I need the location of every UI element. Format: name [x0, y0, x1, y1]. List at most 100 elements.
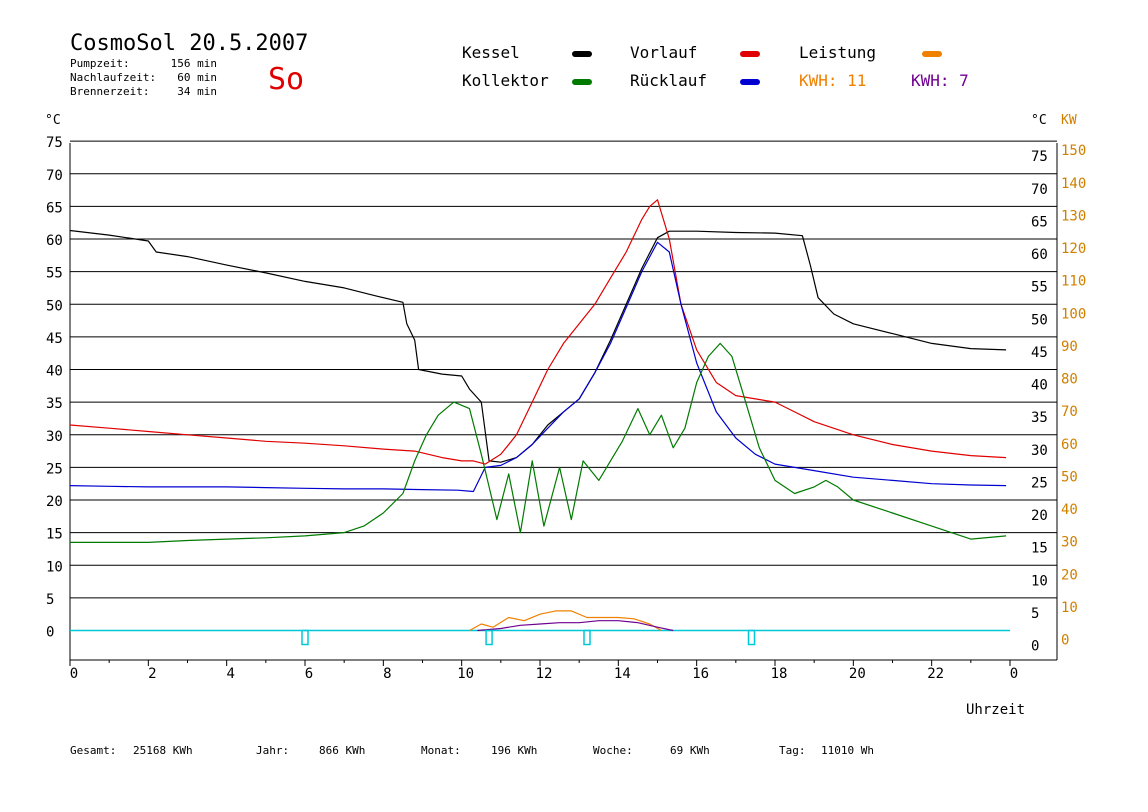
run-info-value: 34 min [177, 85, 217, 98]
y-tick-label-right: 45 [1031, 345, 1048, 361]
y-tick-label-right: 35 [1031, 410, 1048, 426]
y-tick-label: 40 [46, 364, 63, 380]
series-line-kessel [69, 229, 1007, 463]
x-tick-label: 0 [70, 666, 78, 682]
y-tick-label: 75 [46, 135, 63, 151]
run-info-value: 156 min [171, 57, 217, 70]
y-tick-label: 0 [46, 625, 54, 641]
y2-tick-label: 30 [1061, 535, 1078, 551]
y-tick-label-right: 60 [1031, 247, 1048, 263]
y-tick-label: 35 [46, 396, 63, 412]
legend-ruecklauf-label: Rücklauf [630, 71, 707, 90]
x-tick-label: 22 [927, 666, 944, 682]
series-line-kwh2 [477, 620, 674, 632]
y-tick-label: 15 [46, 527, 63, 543]
y-tick-label-right: 50 [1031, 312, 1048, 328]
y2-tick-label: 0 [1061, 633, 1069, 649]
series [69, 199, 1010, 632]
series-line-kollektor [70, 342, 1007, 543]
y-tick-label: 65 [46, 200, 63, 216]
y2-tick-label: 100 [1061, 306, 1086, 322]
y-tick-label-right: 70 [1031, 182, 1048, 198]
pump-marker [583, 629, 591, 646]
y-tick-label: 5 [46, 592, 54, 608]
y-tick-label-right: 65 [1031, 214, 1048, 230]
legend-kollektor-label: Kollektor [462, 71, 549, 90]
y-tick-label: 20 [46, 494, 63, 510]
legend-kwh-second: KWH: 7 [911, 71, 969, 90]
x-tick-label: 10 [457, 666, 474, 682]
y-tick-label-right: 75 [1031, 149, 1048, 165]
x-tick-label: 8 [383, 666, 391, 682]
y-tick-label-right: 20 [1031, 508, 1048, 524]
left-unit: °C [45, 113, 61, 128]
footer-value: 196 KWh [491, 744, 537, 757]
y2-tick-label: 90 [1061, 339, 1078, 355]
pump-marker [485, 629, 493, 646]
legend-leistung-label: Leistung [799, 43, 876, 62]
x-tick-label: 4 [226, 666, 234, 682]
x-tick-label: 16 [692, 666, 709, 682]
x-tick-label: 12 [536, 666, 553, 682]
grid [70, 140, 1057, 599]
y-tick-label: 10 [46, 559, 63, 575]
y-tick-label-right: 15 [1031, 541, 1048, 557]
legend: Kessel Vorlauf Leistung Kollektor Rückla… [462, 43, 969, 90]
footer-totals: Gesamt: 25168 KWh Jahr: 866 KWh Monat: 1… [70, 744, 874, 757]
y-tick-label-right: 40 [1031, 378, 1048, 394]
footer-label: Monat: [421, 744, 461, 757]
y-tick-label-right: 5 [1031, 606, 1039, 622]
axes [69, 143, 1058, 666]
y-tick-label: 30 [46, 429, 63, 445]
y-tick-label-right: 25 [1031, 475, 1048, 491]
y-tick-label: 60 [46, 233, 63, 249]
series-line-vorlauf [69, 199, 1007, 465]
x-tick-label: 6 [305, 666, 313, 682]
pump-marker [301, 629, 309, 646]
x-tick-label: 20 [849, 666, 866, 682]
y-tick-label: 45 [46, 331, 63, 347]
y2-tick-label: 120 [1061, 241, 1086, 257]
y2-tick-label: 20 [1061, 567, 1078, 583]
x-axis-label: Uhrzeit [966, 702, 1025, 718]
run-info-label: Pumpzeit: [70, 57, 130, 70]
y2-tick-label: 40 [1061, 502, 1078, 518]
x-tick-label: 14 [614, 666, 631, 682]
x-tick-label: 18 [771, 666, 788, 682]
run-info: Pumpzeit: 156 min Nachlaufzeit: 60 min B… [70, 57, 217, 98]
y2-tick-label: 50 [1061, 469, 1078, 485]
y2-tick-label: 10 [1061, 600, 1078, 616]
run-info-value: 60 min [177, 71, 217, 84]
footer-label: Jahr: [256, 744, 289, 757]
run-info-label: Brennerzeit: [70, 85, 149, 98]
footer-value: 25168 KWh [133, 744, 193, 757]
legend-kwh-leistung: KWH: 11 [799, 71, 866, 90]
y-tick-label: 50 [46, 298, 63, 314]
series-line-ruecklauf [69, 241, 1007, 493]
footer-value: 866 KWh [319, 744, 365, 757]
y-tick-label-right: 10 [1031, 573, 1048, 589]
footer-label: Tag: [779, 744, 806, 757]
y-tick-label: 25 [46, 461, 63, 477]
legend-kessel-label: Kessel [462, 43, 520, 62]
right-unit-c: °C [1031, 113, 1047, 128]
footer-value: 69 KWh [670, 744, 710, 757]
legend-vorlauf-label: Vorlauf [630, 43, 697, 62]
y2-tick-label: 60 [1061, 437, 1078, 453]
x-tick-label: 2 [148, 666, 156, 682]
y-tick-label: 55 [46, 266, 63, 282]
y2-tick-label: 110 [1061, 274, 1086, 290]
footer-label: Gesamt: [70, 744, 116, 757]
y-tick-label-right: 30 [1031, 443, 1048, 459]
right-unit-kw: KW [1061, 113, 1077, 128]
y2-tick-label: 70 [1061, 404, 1078, 420]
pump-marker [747, 629, 756, 646]
y-tick-label: 70 [46, 168, 63, 184]
pump-markers [301, 629, 756, 646]
y2-tick-label: 150 [1061, 143, 1086, 159]
footer-label: Woche: [593, 744, 633, 757]
y2-tick-label: 80 [1061, 372, 1078, 388]
chart-title: CosmoSol 20.5.2007 [70, 31, 308, 56]
